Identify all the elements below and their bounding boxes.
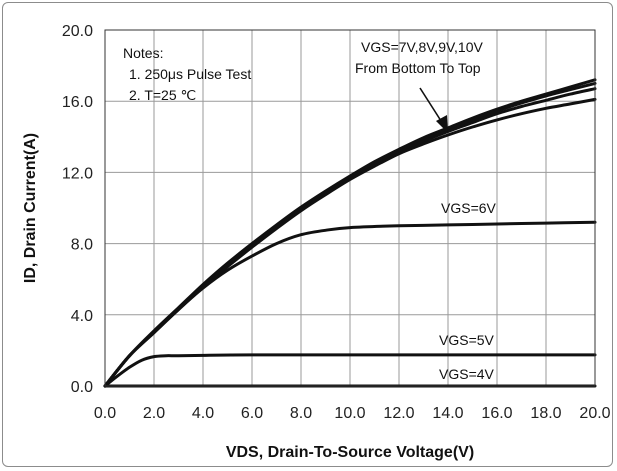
x-tick-label: 2.0 <box>143 405 165 422</box>
annotation-arrow-line <box>419 87 444 125</box>
x-tick-label: 6.0 <box>241 405 263 422</box>
y-tick-label: 4.0 <box>71 308 93 325</box>
grid-layer <box>105 30 595 386</box>
y-tick-label: 12.0 <box>62 165 93 182</box>
y-tick-label: 0.0 <box>71 379 93 396</box>
annotation-vgs-top-group-1: VGS=7V,8V,9V,10V <box>361 39 483 55</box>
x-tick-label: 8.0 <box>290 405 312 422</box>
notes-line-1: 1. 250μs Pulse Test <box>129 66 251 82</box>
notes-title: Notes: <box>123 45 163 61</box>
y-tick-label: 20.0 <box>62 23 93 40</box>
annotation-arrow-head <box>436 115 448 133</box>
y-tick-label: 8.0 <box>71 237 93 254</box>
x-tick-label: 16.0 <box>481 405 512 422</box>
series-line-vgs-5v <box>103 353 597 388</box>
y-axis-title: ID, Drain Current(A) <box>22 133 39 283</box>
annotation-vgs5: VGS=5V <box>439 332 495 348</box>
annotation-vgs6: VGS=6V <box>441 200 497 216</box>
x-axis-title: VDS, Drain-To-Source Voltage(V) <box>226 444 474 461</box>
x-tick-label: 4.0 <box>192 405 214 422</box>
annotation-vgs-top-group-2: From Bottom To Top <box>355 60 481 76</box>
plot-border <box>104 29 596 387</box>
x-tick-label: 12.0 <box>383 405 414 422</box>
tick-layer: 0.0 2.0 4.0 6.0 8.0 10.0 12.0 14.0 16.0 18.0 20.0 0… <box>62 23 611 422</box>
notes-line-2: 2. T=25 ℃ <box>129 87 196 103</box>
y-tick-label: 16.0 <box>62 94 93 111</box>
annotation-vgs4: VGS=4V <box>439 366 495 382</box>
x-tick-label: 18.0 <box>530 405 561 422</box>
x-tick-label: 10.0 <box>334 405 365 422</box>
x-tick-label: 20.0 <box>579 405 610 422</box>
series-line-vgs-6v <box>103 220 597 388</box>
x-tick-label: 14.0 <box>432 405 463 422</box>
x-tick-label: 0.0 <box>94 405 116 422</box>
